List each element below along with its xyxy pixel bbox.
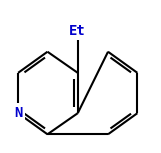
Text: N: N <box>14 106 22 120</box>
Text: Et: Et <box>69 24 86 38</box>
